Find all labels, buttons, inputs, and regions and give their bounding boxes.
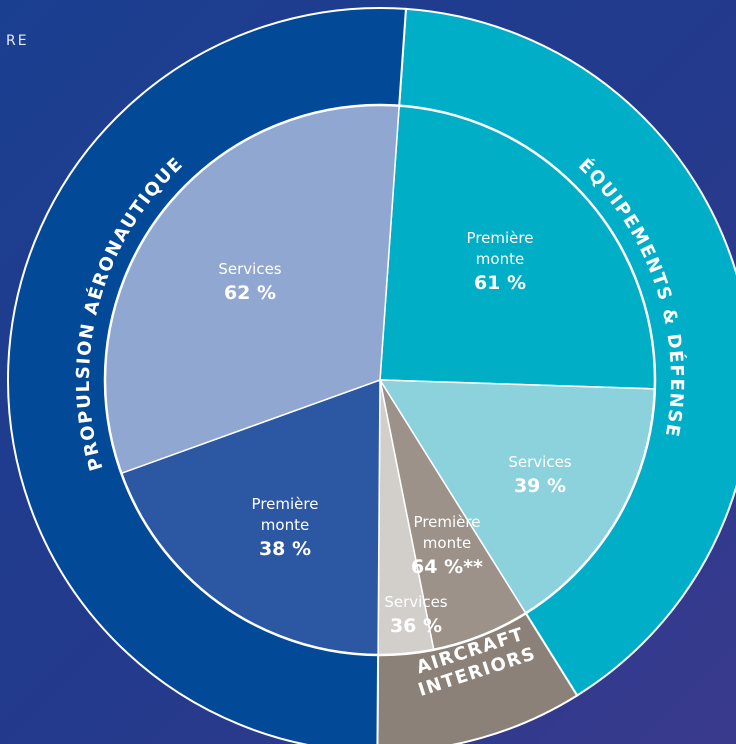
segment-value: 64 %** [411, 556, 483, 578]
segment-value: 39 % [513, 475, 567, 497]
segment-value: 62 % [223, 282, 277, 304]
segment-value: 61 % [473, 272, 527, 294]
segment-name: Première monte [251, 495, 319, 534]
segment-label: Services 39 % [492, 452, 588, 500]
chart-title: RE [6, 33, 29, 49]
segment-name: Services [218, 260, 282, 278]
segment-name: Services [508, 453, 572, 471]
segment-label: Première monte 38 % [237, 494, 333, 563]
segment-label: Première monte 64 %** [399, 512, 495, 581]
segment-value: 36 % [389, 615, 443, 637]
segment-value: 38 % [258, 538, 312, 560]
inner-border [103, 103, 657, 657]
segment-name: Services [384, 593, 448, 611]
segment-label: Première monte 61 % [452, 228, 548, 297]
segment-name: Première monte [413, 513, 481, 552]
segment-name: Première monte [466, 229, 534, 268]
segment-label: Services 36 % [368, 592, 464, 640]
segment-label: Services 62 % [202, 259, 298, 307]
